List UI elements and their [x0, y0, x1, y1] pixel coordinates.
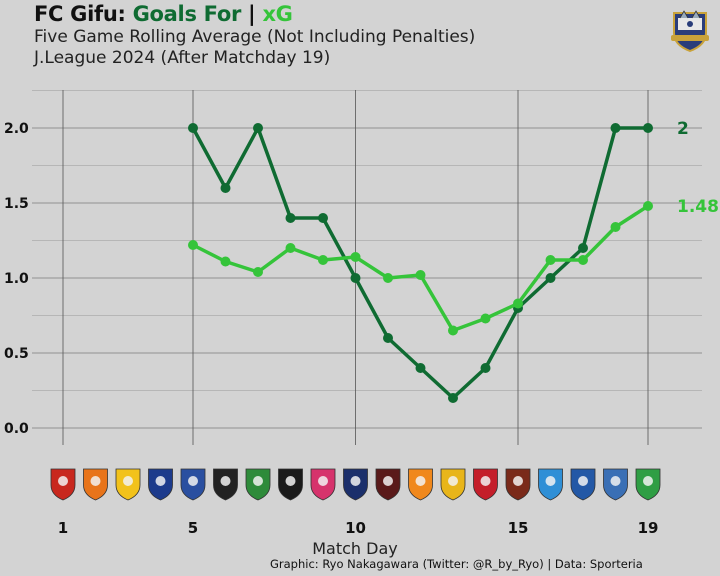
- black-green-badge: [278, 468, 303, 501]
- chart-subtitle-line2: J.League 2024 (After Matchday 19): [34, 48, 331, 68]
- y-tick-label: 1.5: [4, 196, 29, 212]
- data-point-xg: [545, 255, 556, 265]
- title-goals-for: Goals For: [132, 2, 242, 26]
- data-point-goals-for: [610, 123, 621, 133]
- data-point-goals-for: [643, 123, 653, 133]
- credit-text: Graphic: Ryo Nakagawara (Twitter: @R_by_…: [270, 557, 643, 571]
- yellow-red-sun-badge: [440, 468, 466, 501]
- data-point-goals-for: [285, 213, 296, 223]
- data-point-goals-for: [448, 393, 458, 403]
- data-point-xg: [578, 255, 588, 265]
- data-point-goals-for: [318, 213, 328, 223]
- data-point-goals-for: [253, 123, 263, 133]
- chart-subtitle-line1: Five Game Rolling Average (Not Including…: [34, 27, 476, 47]
- y-tick-label: 2.0: [4, 121, 29, 137]
- x-tick-label: 19: [638, 519, 659, 537]
- yellow-blue-badge: [115, 468, 141, 501]
- title-xg: xG: [262, 2, 293, 26]
- data-point-xg: [383, 273, 393, 283]
- chart-title: FC Gifu: Goals For | xG: [34, 2, 293, 26]
- maroon-gold-badge: [505, 468, 531, 501]
- x-tick-label: 1: [58, 519, 68, 537]
- data-point-goals-for: [545, 273, 556, 283]
- data-point-xg: [220, 256, 231, 267]
- black-white-badge: [213, 468, 238, 501]
- data-point-goals-for: [480, 363, 491, 373]
- white-blue-wing-badge: [603, 468, 628, 501]
- fleur-de-lis-badge: [375, 468, 401, 501]
- y-tick-label: 1.0: [4, 271, 29, 287]
- data-point-xg: [253, 267, 263, 277]
- data-point-goals-for: [415, 363, 426, 373]
- navy-ball-badge: [148, 468, 173, 501]
- sky-blue-badge: [538, 468, 563, 501]
- green-badge: [245, 468, 271, 501]
- data-point-xg: [318, 255, 328, 265]
- data-point-goals-for: [578, 243, 588, 253]
- orange-white-badge: [83, 468, 108, 501]
- data-point-xg: [188, 240, 198, 250]
- red-shield-badge: [50, 468, 76, 501]
- y-tick-label: 0.5: [4, 346, 29, 362]
- data-point-xg: [350, 252, 361, 262]
- y-tick-label: 0.0: [4, 421, 29, 437]
- data-point-goals-for: [188, 123, 198, 133]
- end-value-label: 2: [677, 119, 689, 139]
- fc-gifu-crest-icon: [671, 10, 709, 53]
- green-yellow-badge: [635, 468, 661, 501]
- x-tick-label: 15: [508, 519, 529, 537]
- pink-blue-badge: [310, 468, 336, 501]
- red-yellow-badge: [473, 468, 498, 501]
- data-point-xg: [643, 201, 653, 211]
- x-axis-label: Match Day: [312, 539, 398, 558]
- orange-navy-badge: [408, 468, 433, 501]
- blue-yellow-oval-badge: [570, 468, 596, 501]
- title-separator: |: [248, 2, 256, 26]
- data-point-goals-for: [220, 183, 231, 193]
- blue-yellow-badge: [180, 468, 206, 501]
- data-point-goals-for: [383, 333, 393, 343]
- data-point-goals-for: [350, 273, 361, 283]
- navy-gold-badge: [343, 468, 368, 501]
- data-point-xg: [480, 313, 491, 324]
- data-point-xg: [285, 243, 296, 253]
- data-point-xg: [610, 222, 621, 232]
- x-tick-label: 10: [345, 519, 366, 537]
- x-tick-label: 5: [188, 519, 198, 537]
- title-team: FC Gifu:: [34, 2, 126, 26]
- data-point-xg: [448, 325, 458, 336]
- data-point-xg: [513, 298, 523, 309]
- end-value-label: 1.48: [677, 197, 719, 217]
- data-point-xg: [415, 270, 426, 280]
